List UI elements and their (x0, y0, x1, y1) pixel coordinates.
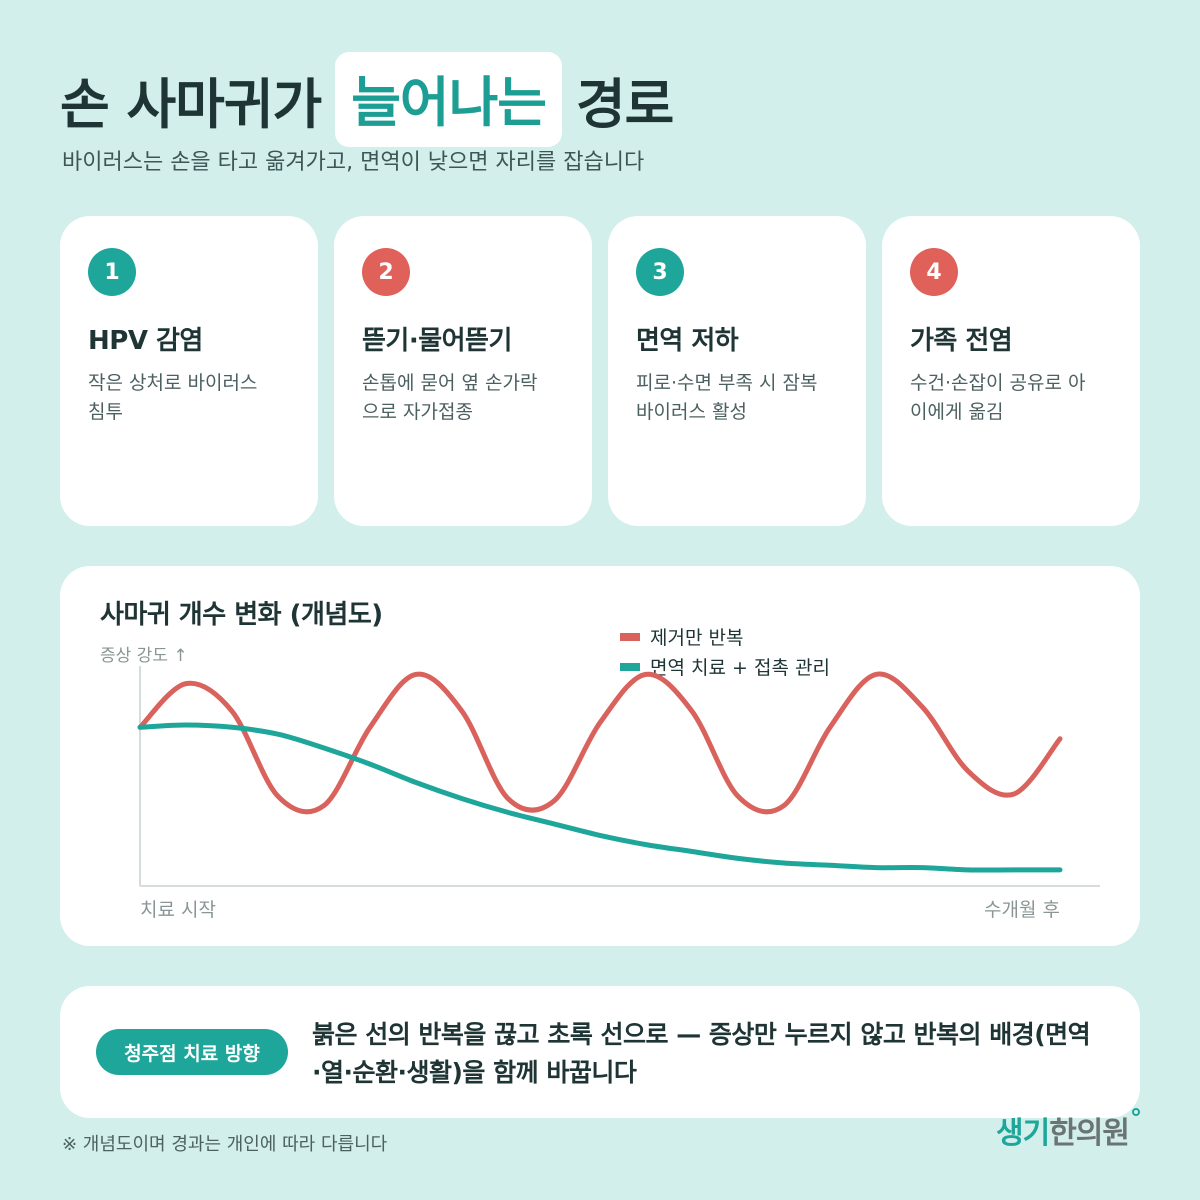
footnote: ※ 개념도이며 경과는 개인에 따라 다릅니다 (62, 1134, 388, 1155)
step-desc-1-line2: 침투 (88, 401, 123, 423)
step-card-1: 1 HPV 감염 작은 상처로 바이러스 침투 (60, 216, 318, 526)
step-desc-2-line1: 손톱에 묻어 옆 손가락 (362, 372, 538, 394)
step-desc-4-line1: 수건·손잡이 공유로 아 (910, 372, 1086, 394)
step-desc-1: 작은 상처로 바이러스 침투 (88, 369, 290, 427)
x-end-label: 수개월 후 (984, 899, 1060, 921)
series-line-immune (137, 722, 1063, 873)
step-desc-1-line1: 작은 상처로 바이러스 (88, 372, 258, 394)
chart-svg: 증상 강도 ↑ 치료 시작 수개월 후 제거만 반복 면역 치료 + 접촉 관리 (100, 627, 1100, 921)
treatment-text-line1: 붉은 선의 반복을 끊고 초록 선으로 — 증상만 누르지 않고 반복의 배경(… (312, 1020, 1091, 1049)
step-desc-3-line2: 바이러스 활성 (636, 401, 747, 423)
title-text: 손 사마귀가 (60, 73, 322, 136)
brand-part1: 생기 (996, 1116, 1050, 1151)
legend-swatch-remove (620, 633, 640, 641)
step-number-2: 2 (362, 248, 410, 296)
title-highlight: 늘어나는 (335, 52, 562, 147)
page-title: 손 사마귀가 늘어나는 경로 (60, 52, 674, 147)
step-card-4: 4 가족 전염 수건·손잡이 공유로 아 이에게 옮김 (882, 216, 1140, 526)
y-axis-label: 증상 강도 ↑ (100, 646, 188, 666)
treatment-panel: 청주점 치료 방향 붉은 선의 반복을 끊고 초록 선으로 — 증상만 누르지 … (60, 986, 1140, 1118)
step-card-3: 3 면역 저하 피로·수면 부족 시 잠복 바이러스 활성 (608, 216, 866, 526)
treatment-text-line2: ·열·순환·생활)을 함께 바꿉니다 (312, 1058, 637, 1087)
legend-label-immune: 면역 치료 + 접촉 관리 (650, 657, 830, 679)
step-desc-2-line2: 으로 자가접종 (362, 401, 473, 423)
step-number-4: 4 (910, 248, 958, 296)
step-desc-2: 손톱에 묻어 옆 손가락 으로 자가접종 (362, 369, 564, 427)
treatment-text: 붉은 선의 반복을 끊고 초록 선으로 — 증상만 누르지 않고 반복의 배경(… (312, 1016, 1112, 1092)
x-start-label: 치료 시작 (140, 899, 216, 921)
legend-label-remove: 제거만 반복 (650, 627, 743, 649)
series-line-remove (137, 671, 1063, 815)
brand-logo: 생기 한의원 (996, 1108, 1141, 1152)
page-subtitle: 바이러스는 손을 타고 옮겨가고, 면역이 낮으면 자리를 잡습니다 (62, 150, 645, 175)
brand-dot-icon (1132, 1108, 1141, 1116)
step-number-1: 1 (88, 248, 136, 296)
step-card-2: 2 뜯기·물어뜯기 손톱에 묻어 옆 손가락 으로 자가접종 (334, 216, 592, 526)
step-number-3: 3 (636, 248, 684, 296)
step-title-4: 가족 전염 (910, 326, 1013, 356)
chart-panel: 사마귀 개수 변화 (개념도) 증상 강도 ↑ 치료 시작 수개월 후 제거만 … (60, 566, 1140, 946)
step-title-3: 면역 저하 (636, 326, 739, 356)
step-desc-3-line1: 피로·수면 부족 시 잠복 (636, 372, 818, 394)
step-desc-4-line2: 이에게 옮김 (910, 401, 1004, 423)
step-title-2: 뜯기·물어뜯기 (362, 326, 512, 356)
step-desc-3: 피로·수면 부족 시 잠복 바이러스 활성 (636, 369, 838, 427)
treatment-badge: 청주점 치료 방향 (96, 1029, 288, 1075)
legend-swatch-immune (620, 663, 640, 671)
step-desc-4: 수건·손잡이 공유로 아 이에게 옮김 (910, 369, 1112, 427)
chart-title: 사마귀 개수 변화 (개념도) (100, 600, 383, 630)
step-title-1: HPV 감염 (88, 326, 203, 356)
step-cards: 1 HPV 감염 작은 상처로 바이러스 침투 2 뜯기·물어뜯기 손톱에 묻어… (60, 216, 1140, 526)
title-text-end: 경로 (575, 73, 674, 136)
brand-part2: 한의원 (1049, 1116, 1130, 1151)
